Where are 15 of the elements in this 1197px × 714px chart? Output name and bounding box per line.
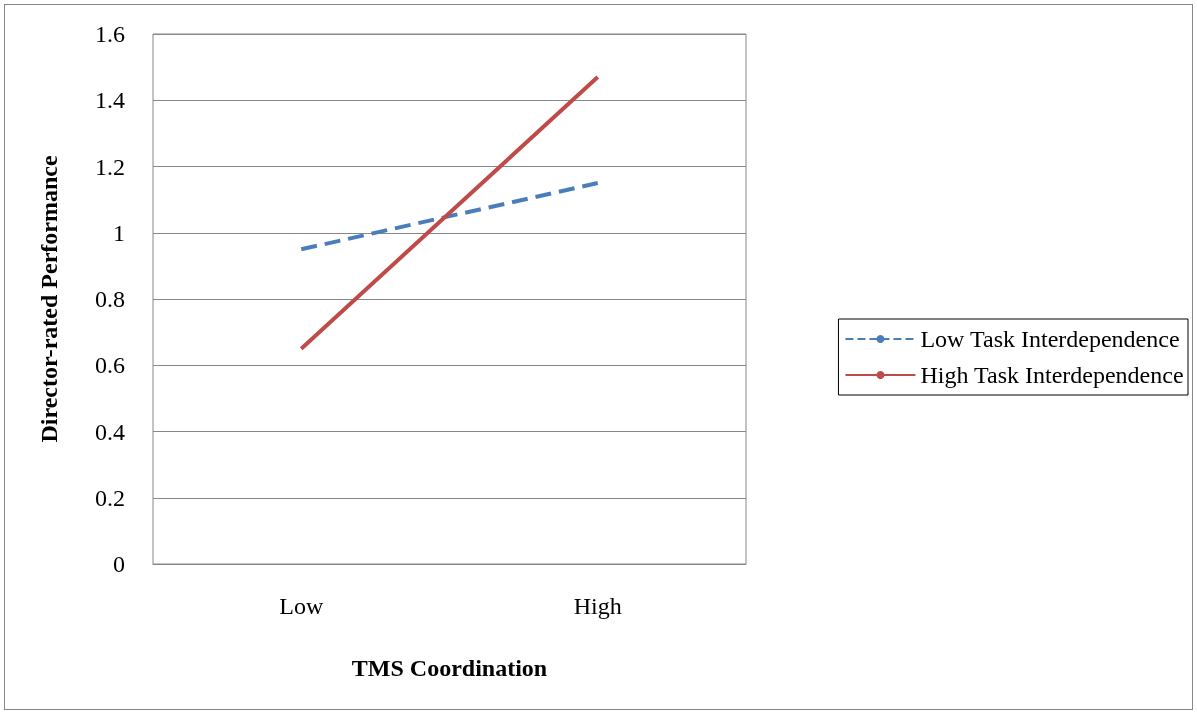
y-tick-label: 1.2 — [95, 153, 125, 180]
x-tick-label: Low — [279, 593, 324, 619]
y-tick-label: 0.8 — [95, 286, 125, 312]
legend-label: High Task Interdependence — [920, 362, 1184, 388]
y-axis-title: Director-rated Performance — [36, 155, 62, 443]
y-tick-label: 1.4 — [95, 87, 125, 114]
y-tick-label: 0.2 — [95, 484, 125, 511]
y-tick-label: 1 — [113, 219, 125, 246]
x-tick-label: High — [573, 593, 622, 619]
y-tick-label: 0 — [113, 551, 125, 577]
legend-label: Low Task Interdependence — [920, 326, 1180, 352]
x-axis-title: TMS Coordination — [351, 655, 548, 681]
y-tick-label: 1.6 — [95, 21, 125, 47]
y-tick-label: 0.6 — [95, 352, 125, 379]
y-tick-label: 0.4 — [95, 418, 125, 445]
